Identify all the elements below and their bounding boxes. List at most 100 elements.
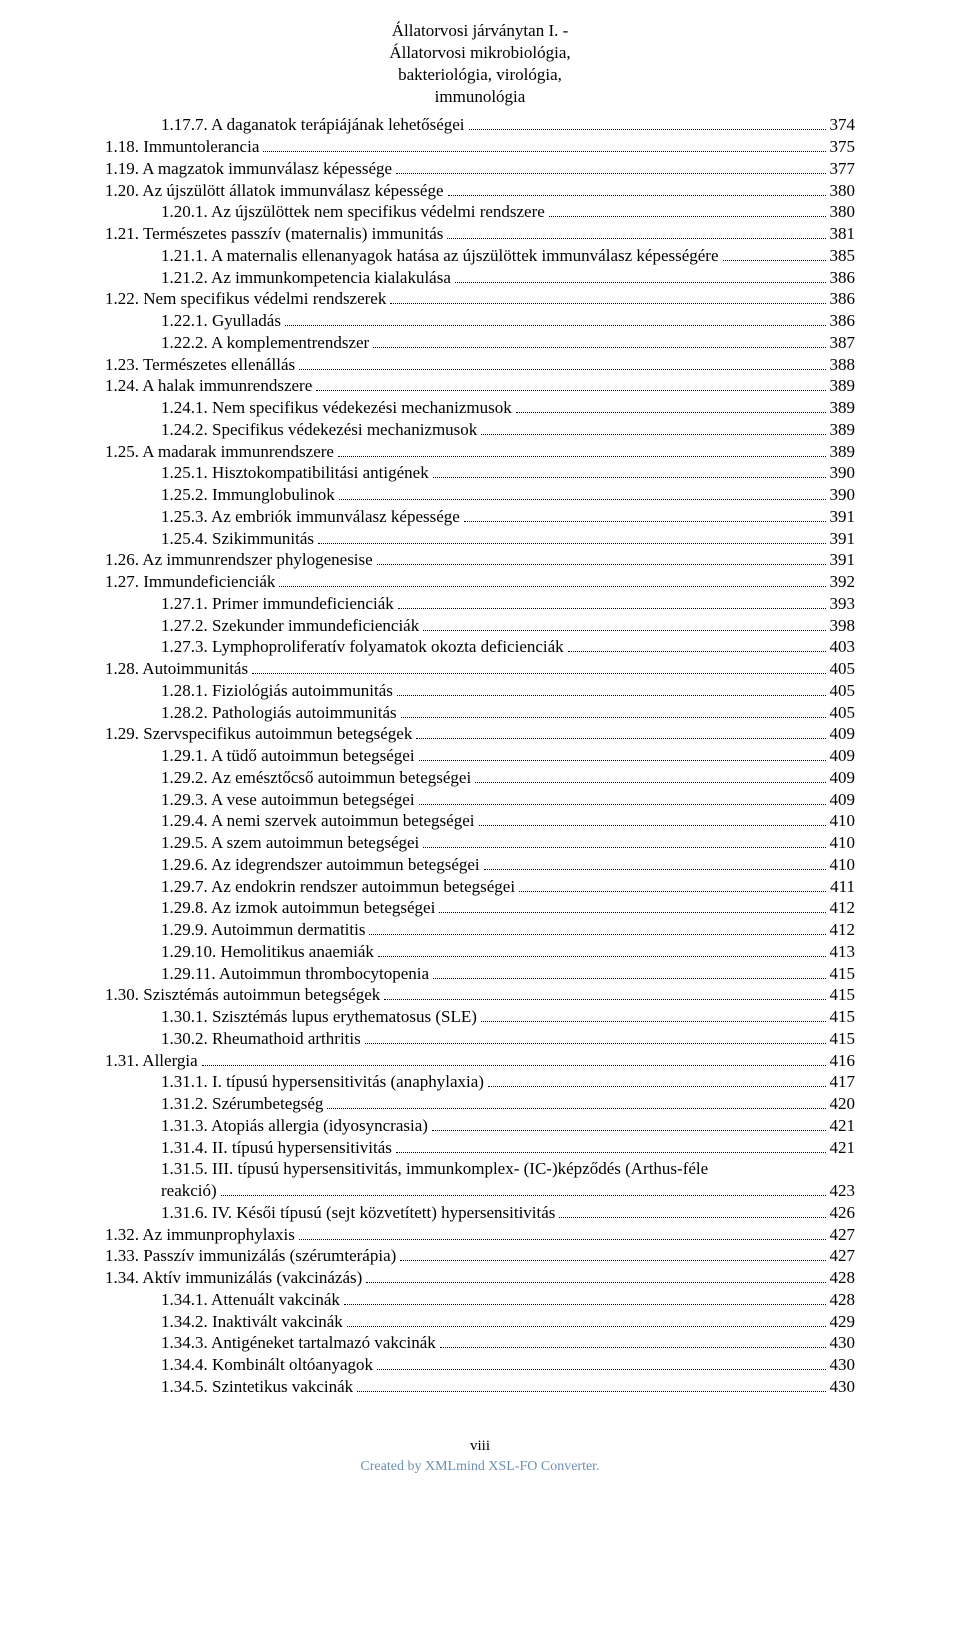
toc-leader	[357, 1391, 825, 1392]
toc-entry: 1.34.1. Attenuált vakcinák 428	[105, 1289, 855, 1311]
toc-entry: 1.34. Aktív immunizálás (vakcinázás)428	[105, 1267, 855, 1289]
toc-leader	[516, 412, 826, 413]
toc-label: 1.34.2. Inaktivált vakcinák	[161, 1311, 343, 1333]
toc-leader	[263, 151, 825, 152]
toc-entry: 1.29.5. A szem autoimmun betegségei410	[105, 832, 855, 854]
toc-leader	[419, 760, 826, 761]
toc-page: 405	[830, 680, 856, 702]
toc-label: 1.25. A madarak immunrendszere	[105, 441, 334, 463]
toc-leader	[365, 1043, 826, 1044]
toc-entry: 1.29. Szervspecifikus autoimmun betegség…	[105, 723, 855, 745]
toc-entry: 1.29.3. A vese autoimmun betegségei409	[105, 789, 855, 811]
toc-leader	[440, 1347, 826, 1348]
toc-page: 428	[830, 1289, 856, 1311]
toc-label: 1.22.2. A komplementrendszer	[161, 332, 369, 354]
toc-label: 1.29.9. Autoimmun dermatitis	[161, 919, 365, 941]
toc-page: 381	[830, 223, 856, 245]
toc-entry: 1.20. Az újszülött állatok immunválasz k…	[105, 180, 855, 202]
toc-leader	[400, 1260, 825, 1261]
toc-entry: 1.34.2. Inaktivált vakcinák 429	[105, 1311, 855, 1333]
toc-label: 1.28. Autoimmunitás	[105, 658, 248, 680]
toc-label: 1.17.7. A daganatok terápiájának lehetős…	[161, 114, 465, 136]
toc-page: 380	[830, 201, 856, 223]
toc-page: 377	[830, 158, 856, 180]
toc-entry: 1.22.2. A komplementrendszer 387	[105, 332, 855, 354]
toc-label: 1.25.2. Immunglobulinok	[161, 484, 335, 506]
toc-label: 1.30.2. Rheumathoid arthritis	[161, 1028, 361, 1050]
toc-entry: 1.27.2. Szekunder immundeficienciák398	[105, 615, 855, 637]
toc-page: 374	[830, 114, 856, 136]
toc-entry: 1.23. Természetes ellenállás388	[105, 354, 855, 376]
toc-page: 388	[830, 354, 856, 376]
toc-entry: 1.24. A halak immunrendszere389	[105, 375, 855, 397]
toc-page: 429	[830, 1311, 856, 1333]
toc-page: 375	[830, 136, 856, 158]
toc-leader	[419, 804, 826, 805]
toc-entry: 1.27.3. Lymphoproliferatív folyamatok ok…	[105, 636, 855, 658]
toc-leader	[475, 782, 825, 783]
toc-page: 427	[830, 1224, 856, 1246]
toc-entry: 1.32. Az immunprophylaxis427	[105, 1224, 855, 1246]
toc-leader	[439, 912, 825, 913]
toc-entry: 1.29.9. Autoimmun dermatitis412	[105, 919, 855, 941]
toc-page: 409	[830, 745, 856, 767]
toc-label: 1.26. Az immunrendszer phylogenesise	[105, 549, 373, 571]
toc-page: 386	[830, 288, 856, 310]
toc-entry: 1.28. Autoimmunitás405	[105, 658, 855, 680]
toc-page: 387	[830, 332, 856, 354]
toc-label: 1.30.1. Szisztémás lupus erythematosus (…	[161, 1006, 477, 1028]
toc-label: 1.27. Immundeficienciák	[105, 571, 275, 593]
toc-page: 389	[830, 397, 856, 419]
toc-entry: 1.34.5. Szintetikus vakcinák430	[105, 1376, 855, 1398]
toc-leader	[519, 891, 826, 892]
toc-label: 1.20.1. Az újszülöttek nem specifikus vé…	[161, 201, 545, 223]
toc-entry: 1.29.6. Az idegrendszer autoimmun betegs…	[105, 854, 855, 876]
toc-leader	[202, 1065, 826, 1066]
toc-label: 1.29.5. A szem autoimmun betegségei	[161, 832, 419, 854]
toc-page: 420	[830, 1093, 856, 1115]
toc-page: 409	[830, 723, 856, 745]
toc-entry: 1.29.7. Az endokrin rendszer autoimmun b…	[105, 876, 855, 898]
toc-leader	[423, 847, 825, 848]
toc-leader	[299, 1239, 826, 1240]
toc-label: 1.29.6. Az idegrendszer autoimmun betegs…	[161, 854, 480, 876]
header-line: immunológia	[105, 86, 855, 108]
toc-leader	[285, 325, 826, 326]
toc-page: 390	[830, 484, 856, 506]
toc-leader	[338, 456, 826, 457]
toc-label: 1.29.7. Az endokrin rendszer autoimmun b…	[161, 876, 515, 898]
toc-label: 1.31. Allergia	[105, 1050, 198, 1072]
toc-leader	[416, 738, 825, 739]
toc-page: 393	[830, 593, 856, 615]
toc-leader	[339, 499, 826, 500]
toc-label: 1.31.5. III. típusú hypersensitivitás, i…	[161, 1158, 708, 1180]
toc-leader	[299, 369, 825, 370]
toc-label: 1.31.3. Atopiás allergia (idyosyncrasia)	[161, 1115, 428, 1137]
toc-entry: 1.27.1. Primer immundeficienciák393	[105, 593, 855, 615]
toc-entry: 1.26. Az immunrendszer phylogenesise391	[105, 549, 855, 571]
toc-page: 391	[830, 506, 856, 528]
toc-label: 1.34.1. Attenuált vakcinák	[161, 1289, 340, 1311]
page-footer: viii Created by XMLmind XSL-FO Converter…	[105, 1438, 855, 1475]
toc-entry: 1.31. Allergia416	[105, 1050, 855, 1072]
toc-leader	[318, 543, 826, 544]
toc-label: 1.34.5. Szintetikus vakcinák	[161, 1376, 353, 1398]
toc-leader	[373, 347, 825, 348]
toc-label: 1.24.2. Specifikus védekezési mechanizmu…	[161, 419, 477, 441]
toc-page: 413	[830, 941, 856, 963]
toc-page: 415	[830, 984, 856, 1006]
toc-entry: 1.34.4. Kombinált oltóanyagok430	[105, 1354, 855, 1376]
toc-entry: 1.25.4. Szikimmunitás391	[105, 528, 855, 550]
toc-leader	[469, 129, 826, 130]
toc-label: 1.29.4. A nemi szervek autoimmun betegsé…	[161, 810, 475, 832]
converter-credit: Created by XMLmind XSL-FO Converter.	[105, 1459, 855, 1475]
toc-entry: 1.21.1. A maternalis ellenanyagok hatása…	[105, 245, 855, 267]
toc-entry: 1.29.2. Az emésztőcső autoimmun betegség…	[105, 767, 855, 789]
toc-label: 1.22. Nem specifikus védelmi rendszerek	[105, 288, 386, 310]
toc-entry: 1.28.2. Pathologiás autoimmunitás405	[105, 702, 855, 724]
toc-label: 1.33. Passzív immunizálás (szérumterápia…	[105, 1245, 396, 1267]
toc-label: 1.25.1. Hisztokompatibilitási antigének	[161, 462, 429, 484]
toc-entry: 1.29.8. Az izmok autoimmun betegségei412	[105, 897, 855, 919]
toc-page: 409	[830, 767, 856, 789]
toc-leader	[568, 651, 826, 652]
